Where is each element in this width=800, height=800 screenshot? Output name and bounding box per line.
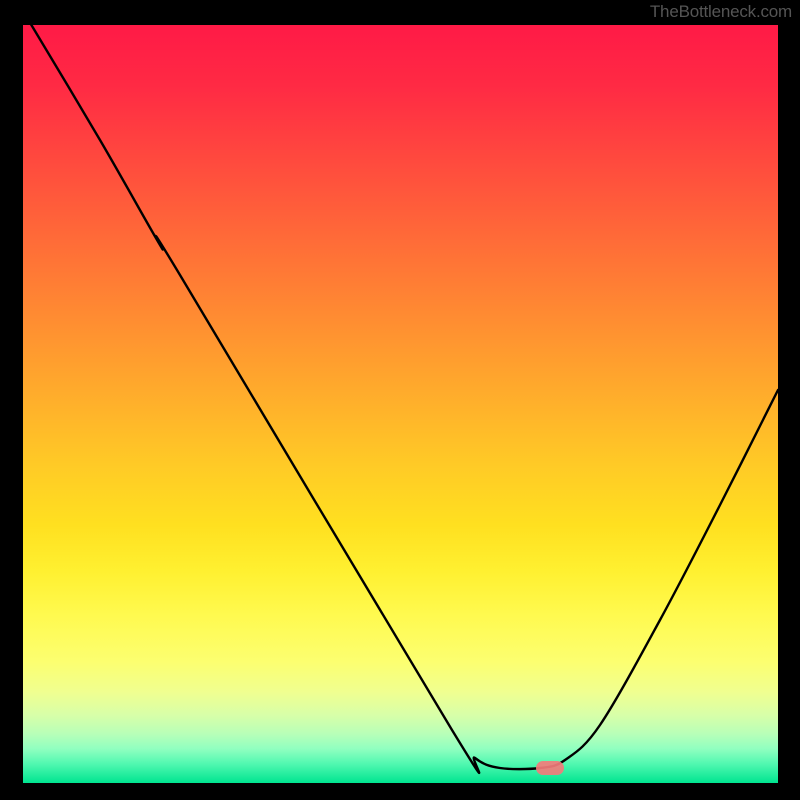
watermark-text: TheBottleneck.com <box>650 2 792 22</box>
chart-container: TheBottleneck.com <box>0 0 800 800</box>
optimal-marker <box>536 761 564 775</box>
plot-area <box>23 25 778 783</box>
bottleneck-chart <box>0 0 800 800</box>
